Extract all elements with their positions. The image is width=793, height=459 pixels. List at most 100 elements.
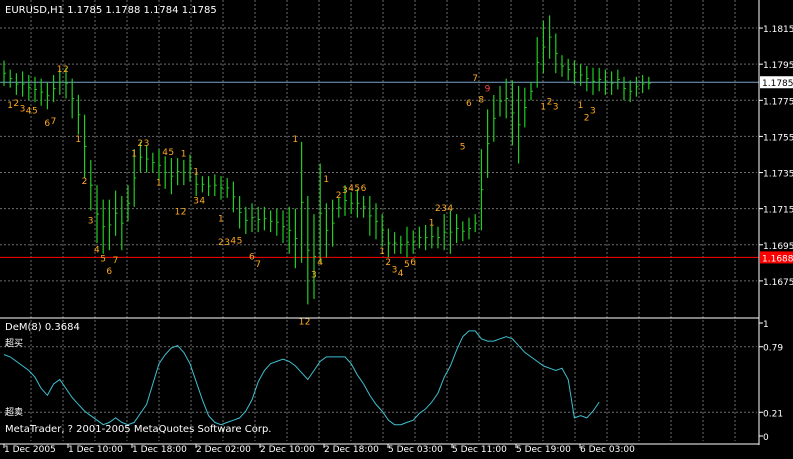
wave-count-label: 5 [100, 254, 106, 264]
wave-count-label: 4 [199, 197, 205, 207]
price-tick-label: 1.1735 [763, 170, 793, 180]
wave-count-label: 5 [354, 184, 360, 194]
wave-count-label: 2 [305, 318, 311, 328]
wave-count-label: 2 [181, 207, 187, 217]
wave-count-label: 1 [323, 175, 329, 185]
time-tick-label: 1 Dec 10:00 [68, 445, 123, 455]
time-tick-label: 5 Dec 03:00 [388, 445, 443, 455]
wave-count-label: 2 [218, 238, 224, 248]
symbol-header: EURUSD,H1 1.1785 1.1788 1.1784 1.1785 [5, 5, 217, 16]
wave-count-label: 4 [162, 148, 168, 158]
wave-count-label: 2 [82, 177, 88, 187]
wave-count-label: 7 [472, 74, 478, 84]
wave-count-label: 1 [57, 65, 63, 75]
wave-count-label: 3 [20, 105, 26, 115]
wave-count-label: 2 [137, 139, 143, 149]
wave-count-label: 1 [540, 103, 546, 113]
wave-count-label: 2 [336, 191, 342, 201]
wave-count-label: 4 [398, 269, 404, 279]
wave-count-label: 3 [311, 271, 317, 281]
wave-count-label: 6 [361, 184, 367, 194]
wave-count-label: 1 [181, 150, 187, 160]
wave-count-label: 3 [392, 265, 398, 275]
wave-count-label: 2 [63, 65, 69, 75]
price-tick-label: 1.1815 [763, 25, 793, 35]
dem-indicator[interactable] [0, 330, 757, 426]
wave-count-label: 1 [429, 218, 435, 228]
copyright-text: MetaTrader, ? 2001-2005 MetaQuotes Softw… [5, 424, 271, 435]
wave-count-label: 4 [447, 204, 453, 214]
wave-count-label: 6 [249, 253, 255, 263]
wave-count-label: 3 [553, 103, 559, 113]
price-tick-label: 1.1795 [763, 61, 793, 71]
dem-tick-label: 1 [763, 320, 769, 330]
wave-count-label: 5 [168, 148, 174, 158]
time-tick-label: 1 Dec 2005 [4, 445, 56, 455]
wave-count-label: 7 [255, 260, 261, 270]
wave-count-label: 3 [590, 106, 596, 116]
wave-count-label: 2 [435, 204, 441, 214]
wave-count-label: 5 [460, 142, 466, 152]
time-tick-label: 6 Dec 03:00 [580, 445, 635, 455]
dem-line[interactable] [3, 330, 600, 426]
dem-tick-label: 0.21 [763, 409, 783, 419]
wave-count-label: 3 [441, 204, 447, 214]
wave-count-label: 3 [88, 217, 94, 227]
support-price-label: 1.1688 [762, 254, 793, 264]
wave-count-label: 6 [466, 99, 472, 109]
wave-count-label: 4 [94, 245, 100, 255]
wave-count-label: 4 [26, 106, 32, 116]
dem-title: DeM(8) 0.3684 [5, 322, 80, 333]
wave-count-label: 6 [410, 258, 416, 268]
oversold-label: 超卖 [5, 406, 23, 418]
time-tick-label: 1 Dec 18:00 [132, 445, 187, 455]
wave-count-label: 4 [317, 258, 323, 268]
grid [0, 0, 759, 441]
price-bars[interactable] [3, 15, 651, 305]
wave-count-label: 4 [348, 184, 354, 194]
wave-count-label: 1 [75, 135, 81, 145]
support-price-tag [760, 251, 793, 264]
wave-count-label: 8 [478, 95, 484, 105]
overbought-label: 超买 [5, 337, 23, 349]
wave-count-label: 5 [404, 260, 410, 270]
price-tick-label: 1.1695 [763, 242, 793, 252]
wave-count-label: 2 [584, 114, 590, 124]
wave-count-label: 1 [218, 215, 224, 225]
wave-count-label: 1 [299, 318, 305, 328]
price-tick-label: 1.1715 [763, 206, 793, 216]
wave-count-label: 3 [144, 139, 150, 149]
wave-count-label: 6 [106, 267, 112, 277]
wave-count-label: 1 [7, 101, 13, 111]
price-tick-label: 1.1755 [763, 133, 793, 143]
wave-count-label: 1 [156, 179, 162, 189]
wave-count-label: 9 [485, 85, 491, 95]
wave-count-label: 2 [385, 258, 391, 268]
price-tick-label: 1.1775 [763, 97, 793, 107]
current-price-label: 1.1785 [762, 79, 793, 89]
time-tick-label: 5 Dec 19:00 [516, 445, 571, 455]
wave-count-label: 3 [193, 197, 199, 207]
wave-count-label: 1 [131, 150, 137, 160]
wave-count-label: 7 [51, 117, 57, 127]
wave-count-label: 1 [379, 247, 385, 257]
dem-tick-label: 0.79 [763, 344, 783, 354]
wave-count-label: 7 [113, 256, 119, 266]
wave-count-label: 6 [44, 119, 50, 129]
wave-count-label: 2 [547, 97, 553, 107]
wave-count-label: 1 [292, 135, 298, 145]
wave-count-label: 3 [224, 238, 230, 248]
wave-count-label: 5 [32, 106, 38, 116]
wave-count-label: 2 [13, 99, 19, 109]
current-price-tag [760, 76, 793, 89]
wave-count-label: 4 [230, 236, 236, 246]
wave-count-label: 3 [342, 186, 348, 196]
wave-count-label: 1 [193, 168, 199, 178]
time-tick-label: 2 Dec 02:00 [196, 445, 251, 455]
dem-tick-label: 0 [763, 433, 769, 443]
